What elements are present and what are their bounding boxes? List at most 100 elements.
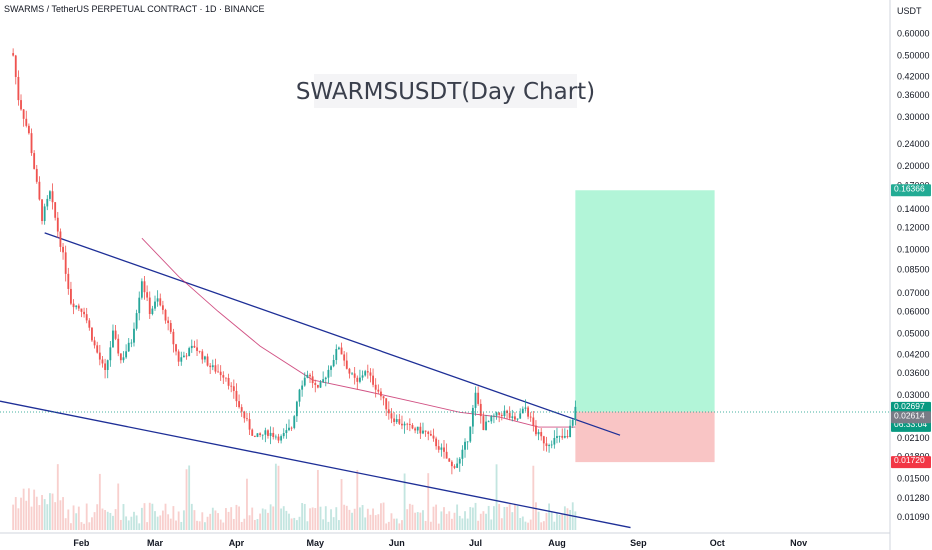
candle-body — [25, 118, 28, 126]
volume-bar — [235, 504, 238, 530]
candle-body — [243, 411, 246, 419]
volume-bar — [122, 504, 125, 530]
candle-body — [146, 292, 149, 298]
volume-bar — [138, 523, 141, 530]
last-price-tag-text: 06:33:04 — [894, 419, 927, 429]
candle-body — [193, 345, 196, 348]
candle-body — [335, 349, 338, 361]
candle-body — [169, 323, 172, 332]
symbol-header[interactable]: SWARMS / TetherUS PERPETUAL CONTRACT · 1… — [4, 4, 265, 14]
candle-body — [353, 373, 356, 378]
candle-body — [246, 418, 248, 420]
volume-bar — [125, 516, 128, 530]
candle-body — [306, 374, 309, 378]
volume-bar — [332, 517, 335, 530]
volume-bar — [351, 512, 353, 530]
candle-body — [387, 409, 390, 414]
candle-body — [422, 430, 424, 434]
volume-bar — [117, 483, 120, 530]
candle-body — [571, 419, 574, 426]
y-tick-label: 0.01090 — [897, 512, 930, 522]
trendline — [0, 400, 631, 529]
candle-body — [135, 313, 138, 329]
volume-bar — [277, 465, 280, 530]
candle-body — [574, 406, 577, 420]
candle-body — [419, 426, 422, 434]
candle-body — [14, 55, 17, 77]
candle-body — [251, 429, 254, 436]
volume-bar — [83, 523, 85, 530]
volume-bar — [12, 504, 15, 530]
candle-body — [529, 416, 532, 418]
y-tick-label: 0.04200 — [897, 349, 930, 359]
candle-body — [416, 426, 419, 431]
volume-bar — [269, 504, 272, 530]
candle-body — [516, 418, 519, 420]
candle-body — [214, 365, 217, 372]
x-tick-label: Oct — [710, 538, 725, 548]
volume-bar — [25, 500, 28, 530]
volume-bars — [12, 463, 577, 530]
candle-body — [398, 419, 401, 424]
candle-body — [154, 301, 156, 309]
candle-body — [33, 153, 36, 169]
candle-body — [393, 418, 396, 422]
volume-bar — [461, 518, 464, 530]
volume-bar — [437, 523, 440, 530]
candle-body — [190, 345, 193, 349]
volume-bar — [511, 512, 514, 530]
volume-bar — [477, 520, 480, 530]
candle-body — [201, 351, 204, 360]
y-tick-label: 0.14000 — [897, 204, 930, 214]
trendline — [44, 232, 621, 436]
candle-body — [411, 425, 414, 429]
y-tick-label: 0.01280 — [897, 493, 930, 503]
volume-bar — [469, 507, 472, 530]
volume-bar — [316, 469, 319, 530]
candle-body — [445, 451, 448, 459]
time-axis[interactable]: Feb Mar Apr May Jun Jul Aug Sep Oct Nov — [73, 538, 807, 548]
candle-body — [561, 435, 564, 438]
volume-bar — [196, 520, 198, 530]
candle-body — [20, 100, 22, 110]
volume-bar — [445, 513, 448, 530]
volume-bar — [248, 515, 251, 530]
candle-body — [35, 168, 38, 182]
candle-body — [225, 377, 227, 379]
volume-bar — [77, 506, 80, 530]
candle-body — [482, 416, 485, 431]
volume-bar — [217, 513, 219, 530]
volume-bar — [345, 505, 348, 530]
volume-bar — [227, 511, 230, 530]
trendlines[interactable] — [0, 232, 631, 529]
x-tick-label: Feb — [73, 538, 90, 548]
long-position-tool[interactable] — [575, 190, 715, 463]
candle-body — [382, 396, 385, 399]
volume-bar — [556, 513, 558, 530]
volume-bar — [64, 518, 67, 530]
volume-bar — [521, 516, 524, 530]
candle-body — [41, 199, 43, 222]
candle-body — [272, 432, 275, 438]
candle-body — [537, 432, 540, 435]
candle-body — [253, 435, 256, 437]
volume-bar — [112, 515, 114, 530]
candle-body — [566, 436, 569, 438]
candle-body — [485, 421, 487, 431]
candle-body — [369, 372, 372, 376]
price-axis[interactable]: USDT 0.60000 0.50000 0.42000 0.36000 0.30000… — [897, 6, 930, 522]
candle-body — [240, 407, 243, 412]
volume-bar — [35, 496, 38, 530]
volume-bar — [395, 518, 398, 530]
volume-bar — [377, 514, 380, 530]
candle-body — [474, 392, 477, 408]
volume-bar — [537, 511, 540, 530]
volume-bar — [22, 488, 25, 530]
volume-bar — [169, 518, 172, 530]
candle-body — [290, 427, 293, 429]
caption-box — [314, 74, 577, 108]
volume-bar — [232, 518, 235, 530]
target-zone — [575, 190, 715, 412]
candle-body — [521, 408, 524, 414]
